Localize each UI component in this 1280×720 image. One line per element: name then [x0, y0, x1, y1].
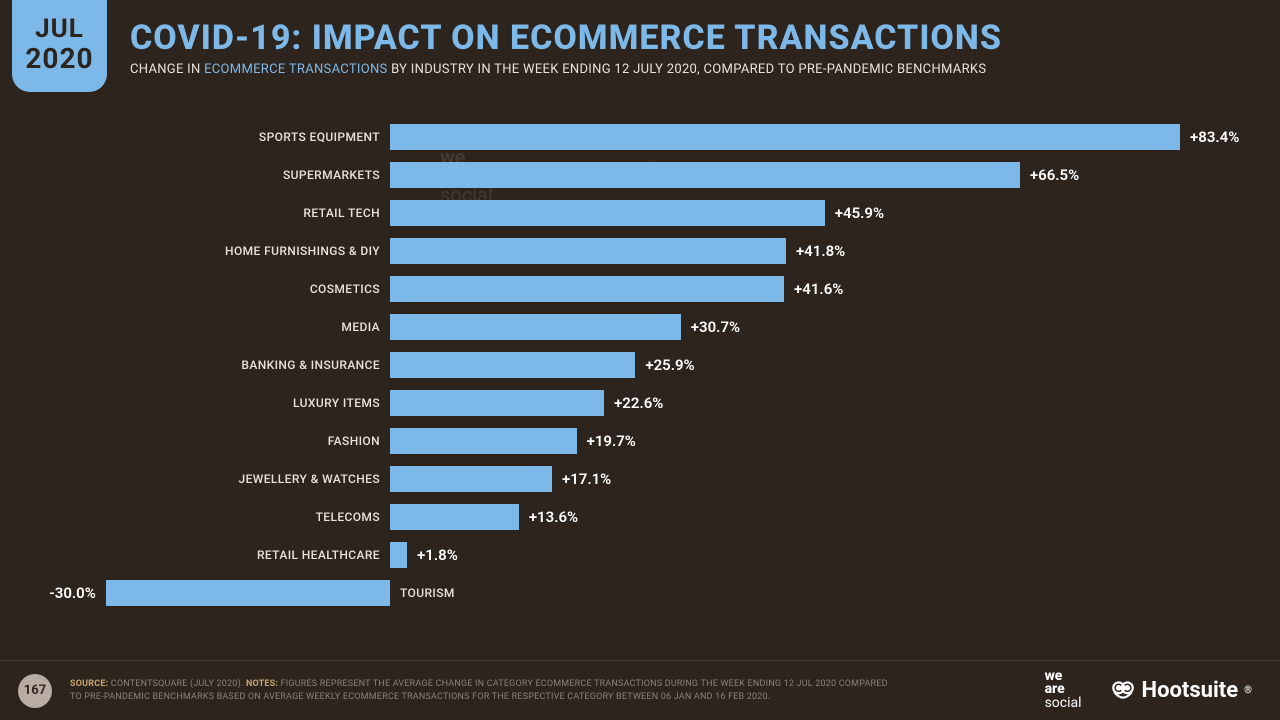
- footer-source-notes: SOURCE: CONTENTSQUARE (JULY 2020). NOTES…: [70, 678, 890, 702]
- value-label: +83.4%: [1190, 118, 1239, 156]
- subtitle-pre: CHANGE IN: [130, 62, 204, 77]
- value-label: +17.1%: [562, 460, 611, 498]
- bar: [390, 162, 1020, 188]
- value-label: +25.9%: [645, 346, 694, 384]
- value-label: +22.6%: [614, 384, 663, 422]
- page-number: 167: [18, 674, 52, 708]
- category-label: HOME FURNISHINGS & DIY: [225, 232, 380, 270]
- notes-label: NOTES:: [246, 679, 278, 689]
- chart-row: SPORTS EQUIPMENT +83.4%: [0, 118, 1280, 156]
- category-label: JEWELLERY & WATCHES: [239, 460, 380, 498]
- logo-text: Hootsuite: [1142, 678, 1239, 703]
- bar: [390, 314, 681, 340]
- owl-icon: [1110, 677, 1136, 703]
- category-label: TELECOMS: [316, 498, 380, 536]
- category-label: COSMETICS: [310, 270, 380, 308]
- chart-row: TOURISM -30.0%: [0, 574, 1280, 612]
- category-label: MEDIA: [341, 308, 380, 346]
- logo-hootsuite: Hootsuite ®: [1110, 677, 1252, 703]
- bar: [390, 352, 635, 378]
- logo-text: social: [1045, 697, 1082, 710]
- chart-row: JEWELLERY & WATCHES +17.1%: [0, 460, 1280, 498]
- source-label: SOURCE:: [70, 679, 108, 689]
- logo-reg: ®: [1244, 685, 1252, 696]
- chart-row: MEDIA +30.7%: [0, 308, 1280, 346]
- category-label: BANKING & INSURANCE: [241, 346, 380, 384]
- value-label: +30.7%: [691, 308, 740, 346]
- logo-we-are-social: we are social: [1045, 670, 1082, 710]
- footer-logos: we are social Hootsuite ®: [1045, 670, 1252, 710]
- bar: [390, 200, 825, 226]
- category-label: LUXURY ITEMS: [293, 384, 380, 422]
- category-label: SPORTS EQUIPMENT: [259, 118, 380, 156]
- header: COVID-19: IMPACT ON ECOMMERCE TRANSACTIO…: [130, 18, 1250, 77]
- subtitle-highlight: ECOMMERCE TRANSACTIONS: [204, 62, 387, 77]
- value-label: +45.9%: [835, 194, 884, 232]
- chart-row: LUXURY ITEMS +22.6%: [0, 384, 1280, 422]
- value-label: -30.0%: [49, 574, 96, 612]
- chart-row: RETAIL HEALTHCARE +1.8%: [0, 536, 1280, 574]
- bar: [390, 276, 784, 302]
- footer: 167 SOURCE: CONTENTSQUARE (JULY 2020). N…: [0, 660, 1280, 720]
- bar-chart: SPORTS EQUIPMENT +83.4% SUPERMARKETS +66.5%…: [0, 118, 1280, 640]
- source-text: CONTENTSQUARE (JULY 2020).: [108, 679, 246, 689]
- category-label: TOURISM: [400, 574, 455, 612]
- value-label: +41.6%: [794, 270, 843, 308]
- date-year: 2020: [25, 42, 93, 76]
- bar: [390, 390, 604, 416]
- category-label: RETAIL HEALTHCARE: [257, 536, 380, 574]
- page-subtitle: CHANGE IN ECOMMERCE TRANSACTIONS BY INDU…: [130, 62, 1250, 77]
- bar: [390, 124, 1180, 150]
- chart-row: BANKING & INSURANCE +25.9%: [0, 346, 1280, 384]
- bar: [390, 238, 786, 264]
- date-badge: JUL 2020: [12, 0, 107, 92]
- chart-row: SUPERMARKETS +66.5%: [0, 156, 1280, 194]
- value-label: +41.8%: [796, 232, 845, 270]
- subtitle-post: BY INDUSTRY IN THE WEEK ENDING 12 JULY 2…: [388, 62, 987, 77]
- chart-row: FASHION +19.7%: [0, 422, 1280, 460]
- bar: [106, 580, 390, 606]
- value-label: +66.5%: [1030, 156, 1079, 194]
- value-label: +19.7%: [587, 422, 636, 460]
- chart-row: HOME FURNISHINGS & DIY +41.8%: [0, 232, 1280, 270]
- category-label: FASHION: [328, 422, 380, 460]
- chart-row: RETAIL TECH +45.9%: [0, 194, 1280, 232]
- page-title: COVID-19: IMPACT ON ECOMMERCE TRANSACTIO…: [130, 18, 1250, 58]
- date-month: JUL: [35, 16, 84, 42]
- category-label: SUPERMARKETS: [283, 156, 380, 194]
- bar: [390, 466, 552, 492]
- bar: [390, 428, 577, 454]
- chart-row: TELECOMS +13.6%: [0, 498, 1280, 536]
- bar: [390, 542, 407, 568]
- bar: [390, 504, 519, 530]
- chart-row: COSMETICS +41.6%: [0, 270, 1280, 308]
- value-label: +13.6%: [529, 498, 578, 536]
- value-label: +1.8%: [417, 536, 458, 574]
- category-label: RETAIL TECH: [303, 194, 380, 232]
